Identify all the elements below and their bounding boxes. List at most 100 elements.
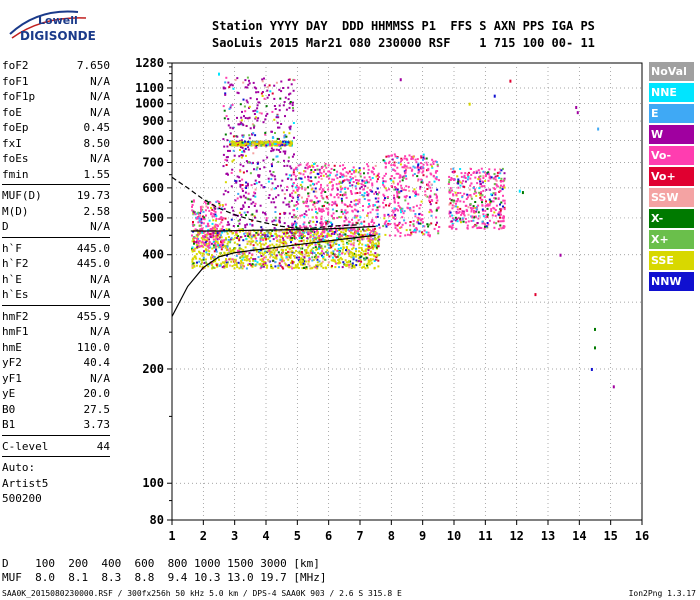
echo-pixel (465, 198, 468, 200)
echo-pixel (328, 181, 331, 184)
echo-pixel (229, 84, 232, 87)
echo-pixel (340, 197, 343, 200)
param-value: N/A (90, 288, 110, 301)
echo-pixel (222, 193, 225, 196)
echo-pixel (436, 221, 438, 224)
echo-pixel (353, 203, 356, 206)
echo-pixel (205, 214, 207, 217)
echo-pixel (483, 185, 486, 188)
echo-pixel (268, 142, 271, 145)
echo-pixel (238, 176, 241, 179)
echo-pixel (503, 208, 506, 211)
echo-pixel (307, 260, 310, 263)
echo-pixel (331, 208, 334, 211)
echo-pixel (318, 246, 321, 249)
echo-pixel (283, 231, 286, 234)
echo-pixel (476, 222, 479, 224)
echo-pixel (336, 233, 339, 236)
echo-pixel (231, 206, 234, 209)
param-row: h`F 445.0 (2, 241, 110, 257)
echo-pixel (325, 223, 327, 226)
echo-pixel (371, 220, 374, 223)
echo-pixel (310, 248, 313, 251)
echo-pixel (233, 264, 236, 267)
echo-pixel (271, 140, 274, 143)
echo-pixel (227, 221, 230, 224)
echo-pixel (215, 218, 218, 220)
echo-pixel (286, 185, 289, 188)
echo-pixel (298, 260, 301, 263)
echo-pixel (251, 142, 254, 145)
echo-pixel (293, 235, 296, 238)
echo-pixel (352, 246, 355, 249)
echo-pixel (320, 233, 323, 236)
param-value: 40.4 (83, 356, 111, 369)
echo-pixel (192, 262, 195, 265)
echo-pixel (430, 214, 433, 217)
echo-pixel (282, 131, 285, 134)
echo-pixel (384, 187, 387, 190)
echo-pixel (208, 240, 211, 243)
echo-pixel (449, 215, 452, 218)
echo-pixel (313, 238, 316, 241)
echo-pixel (224, 217, 227, 220)
echo-pixel (356, 199, 359, 202)
echo-pixel (272, 234, 275, 237)
echo-pixel (216, 232, 219, 235)
echo-pixel (190, 200, 193, 203)
echo-pixel (273, 97, 276, 100)
echo-pixel (248, 79, 250, 82)
echo-pixel (244, 224, 247, 227)
echo-pixel (330, 229, 333, 232)
echo-pixel (500, 213, 502, 216)
echo-pixel (451, 189, 453, 192)
echo-pixel (466, 193, 469, 196)
echo-pixel (317, 180, 320, 183)
echo-pixel (225, 156, 228, 159)
echo-pixel (285, 135, 288, 138)
echo-pixel (244, 86, 247, 89)
echo-pixel (364, 229, 367, 232)
echo-pixel (331, 256, 334, 259)
echo-pixel (191, 265, 194, 268)
echo-pixel (428, 196, 431, 199)
echo-pixel (299, 183, 302, 186)
echo-pixel (296, 265, 299, 268)
echo-pixel (202, 210, 205, 213)
echo-pixel (415, 204, 418, 207)
echo-pixel (330, 259, 333, 262)
echo-pixel (392, 168, 395, 171)
echo-pixel (234, 179, 237, 182)
echo-pixel (346, 205, 349, 208)
echo-pixel (279, 212, 282, 215)
echo-pixel (229, 264, 231, 267)
echo-pixel (305, 266, 308, 269)
echo-pixel (335, 256, 338, 259)
echo-pixel (216, 241, 219, 244)
echo-pixel (343, 220, 346, 223)
echo-pixel (209, 236, 212, 238)
echo-pixel (248, 134, 251, 137)
echo-pixel (409, 221, 412, 223)
echo-pixel (473, 225, 476, 228)
echo-pixel (240, 119, 243, 122)
autoscaling-label: Auto: (2, 461, 36, 474)
echo-pixel (438, 226, 441, 228)
echo-pixel (390, 185, 393, 187)
echo-pixel (481, 220, 484, 223)
echo-pixel (328, 220, 331, 223)
echo-pixel (463, 214, 466, 217)
echo-pixel (341, 252, 344, 255)
echo-pixel (320, 194, 323, 197)
y-tick-label: 200 (142, 362, 164, 376)
echo-pixel (271, 141, 273, 144)
echo-pixel (385, 220, 388, 223)
echo-pixel (436, 195, 438, 198)
echo-pixel (377, 240, 380, 243)
echo-pixel (263, 144, 266, 147)
echo-pixel (320, 252, 323, 255)
echo-pixel (297, 251, 300, 254)
echo-pixel (367, 249, 370, 252)
echo-pixel (309, 184, 312, 187)
echo-pixel (481, 194, 484, 197)
